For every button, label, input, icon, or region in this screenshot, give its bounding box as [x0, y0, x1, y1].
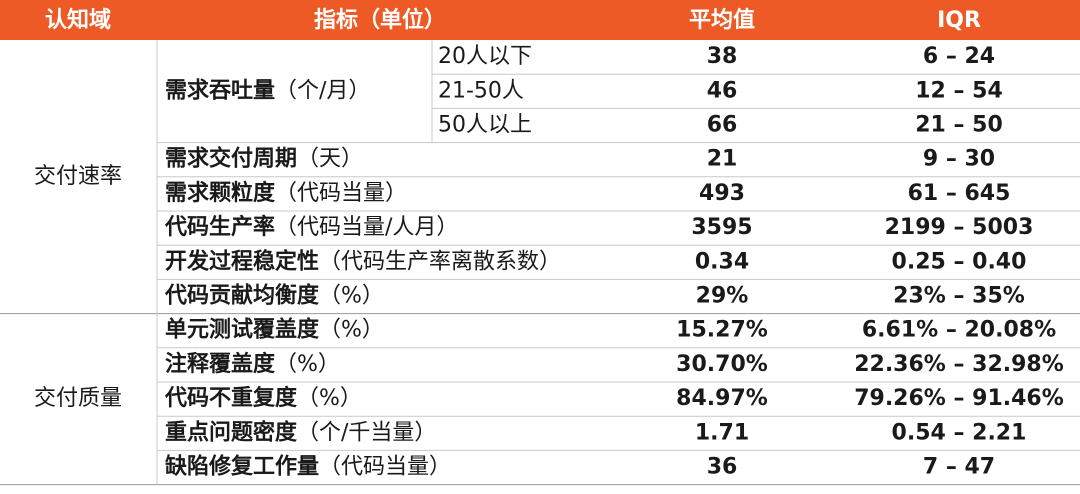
metric: 代码生产率（代码当量/人月）	[164, 214, 458, 240]
header-bar	[0, 0, 1080, 40]
metric-name: 代码不重复度	[164, 385, 298, 411]
iqr: 22.36% – 32.98%	[854, 352, 1064, 377]
iqr: 0.25 – 0.40	[892, 249, 1027, 274]
iqr: 79.26% – 91.46%	[854, 386, 1064, 411]
metric-unit: （%）	[319, 284, 384, 309]
metric-unit: （个/千当量）	[297, 420, 436, 445]
mean: 30.70%	[676, 352, 768, 377]
metric: 需求吞吐量（个/月）	[165, 78, 370, 103]
iqr: 6.61% – 20.08%	[862, 318, 1056, 343]
iqr: 12 – 54	[915, 78, 1003, 103]
mean: 3595	[691, 215, 752, 240]
metric: 需求交付周期（天）	[165, 146, 363, 172]
metric-unit: （代码生产率离散系数）	[319, 249, 561, 274]
mean: 29%	[696, 284, 749, 309]
metric-name: 代码贡献均衡度	[164, 283, 320, 309]
metric-unit: （代码当量/人月）	[275, 215, 458, 240]
metric-name: 缺陷修复工作量	[165, 454, 319, 480]
metric-unit: （%）	[297, 386, 362, 411]
domain: 交付质量	[34, 386, 122, 411]
mean: 66	[707, 113, 738, 138]
iqr: 9 – 30	[923, 147, 995, 172]
metric-name: 代码生产率	[164, 214, 275, 240]
sub-label: 20人以下	[438, 44, 532, 69]
metric: 代码不重复度（%）	[164, 385, 362, 411]
iqr: 0.54 – 2.21	[892, 420, 1027, 445]
metric-name: 需求颗粒度	[165, 180, 276, 206]
mean: 36	[707, 455, 738, 480]
metric-unit: （代码当量）	[275, 181, 407, 206]
metric-unit: （个/月）	[275, 78, 370, 103]
header-metric: 指标（单位）	[314, 7, 446, 33]
metric-name: 开发过程稳定性	[165, 248, 319, 274]
iqr: 2199 – 5003	[885, 215, 1034, 240]
metric-name: 需求交付周期	[165, 146, 297, 172]
metric-name: 需求吞吐量	[165, 78, 275, 103]
mean: 46	[707, 78, 738, 103]
mean: 15.27%	[676, 318, 768, 343]
header-iqr: IQR	[937, 8, 981, 33]
header-domain: 认知域	[45, 7, 111, 33]
metric: 需求颗粒度（代码当量）	[165, 180, 407, 206]
sub-label: 21-50人	[438, 78, 524, 103]
mean: 1.71	[695, 420, 749, 445]
metric-unit: （%）	[275, 352, 340, 377]
mean: 84.97%	[676, 386, 768, 411]
metric: 单元测试覆盖度（%）	[165, 317, 384, 343]
metric-name: 重点问题密度	[165, 419, 298, 445]
metric: 开发过程稳定性（代码生产率离散系数）	[165, 248, 561, 274]
domain: 交付速率	[34, 164, 122, 189]
iqr: 7 – 47	[923, 455, 995, 480]
mean: 38	[707, 44, 738, 69]
metric-name: 单元测试覆盖度	[165, 317, 320, 343]
mean: 0.34	[695, 249, 749, 274]
iqr: 23% – 35%	[893, 284, 1025, 309]
header-mean: 平均值	[689, 7, 755, 33]
iqr: 61 – 645	[908, 181, 1011, 206]
metric-name: 注释覆盖度	[165, 351, 276, 377]
metric: 注释覆盖度（%）	[165, 351, 340, 377]
metric: 重点问题密度（个/千当量）	[165, 419, 436, 445]
metric-unit: （天）	[297, 147, 363, 172]
iqr: 21 – 50	[915, 113, 1003, 138]
sub-label: 50人以上	[438, 113, 532, 138]
metric-unit: （%）	[319, 318, 384, 343]
mean: 21	[707, 147, 738, 172]
metric-unit: （代码当量）	[319, 455, 451, 480]
metric: 代码贡献均衡度（%）	[164, 283, 384, 309]
mean: 493	[699, 181, 745, 206]
metric: 缺陷修复工作量（代码当量）	[165, 454, 451, 480]
iqr: 6 – 24	[923, 44, 995, 69]
